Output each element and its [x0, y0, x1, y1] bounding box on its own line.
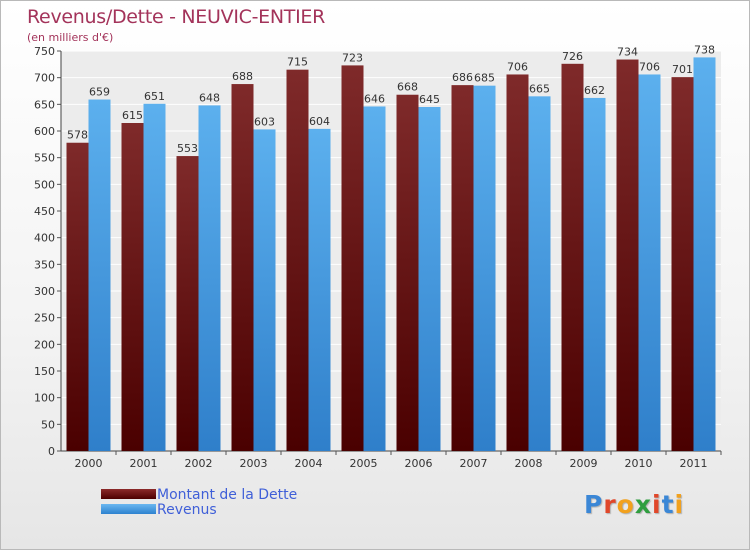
x-tick-label: 2011 — [680, 457, 708, 470]
bar-dette — [561, 63, 584, 452]
y-tick-label: 600 — [34, 125, 55, 138]
value-label-revenus: 706 — [639, 60, 660, 73]
logo-letter: x — [634, 490, 652, 519]
x-tick-label: 2008 — [515, 457, 543, 470]
y-tick-label: 450 — [34, 205, 55, 218]
value-label-dette: 615 — [122, 109, 143, 122]
bar-dette — [396, 94, 419, 451]
legend-label-revenus: Revenus — [157, 502, 217, 518]
x-tick-label: 2004 — [295, 457, 323, 470]
bar-dette — [506, 74, 529, 451]
proxiti-logo: Proxiti — [584, 490, 684, 519]
bar-dette — [451, 85, 474, 451]
bar-dette — [341, 65, 364, 452]
y-tick-label: 50 — [41, 418, 55, 431]
y-tick-label: 750 — [34, 45, 55, 58]
y-tick-label: 150 — [34, 365, 55, 378]
y-tick-label: 400 — [34, 232, 55, 245]
value-label-dette: 734 — [617, 46, 638, 59]
y-tick-label: 100 — [34, 392, 55, 405]
legend-label-dette: Montant de la Dette — [157, 487, 298, 503]
x-tick-label: 2002 — [185, 457, 213, 470]
value-label-revenus: 685 — [474, 72, 495, 85]
bar-dette — [66, 142, 89, 451]
value-label-revenus: 603 — [254, 115, 275, 128]
bar-revenus — [198, 105, 221, 452]
bar-dette — [176, 156, 199, 452]
bar-revenus — [308, 128, 331, 451]
y-tick-label: 700 — [34, 72, 55, 85]
value-label-dette: 578 — [67, 129, 88, 142]
value-label-revenus: 648 — [199, 91, 220, 104]
logo-letter: o — [616, 490, 635, 519]
y-tick-label: 350 — [34, 258, 55, 271]
value-label-dette: 701 — [672, 63, 693, 76]
bar-dette — [286, 69, 309, 452]
value-label-dette: 723 — [342, 51, 363, 64]
chart-subtitle: (en milliers d'€) — [27, 31, 114, 44]
plot-area — [61, 51, 721, 451]
bar-dette — [616, 59, 639, 452]
value-label-dette: 726 — [562, 50, 583, 63]
logo-letter: r — [603, 490, 617, 519]
bar-revenus — [363, 106, 386, 451]
x-tick-label: 2007 — [460, 457, 488, 470]
x-tick-label: 2000 — [75, 457, 103, 470]
logo-letter: t — [661, 490, 675, 519]
bar-revenus — [638, 74, 661, 451]
value-label-dette: 553 — [177, 142, 198, 155]
logo-letter: i — [674, 490, 685, 519]
legend-swatch-revenus — [101, 504, 156, 514]
value-label-revenus: 651 — [144, 90, 165, 103]
bar-revenus — [693, 57, 716, 452]
value-label-dette: 715 — [287, 56, 308, 69]
bar-dette — [121, 123, 144, 451]
y-tick-label: 0 — [48, 445, 55, 458]
value-label-revenus: 738 — [694, 43, 715, 56]
bar-dette — [231, 84, 254, 452]
chart-title: Revenus/Dette - NEUVIC-ENTIER — [27, 6, 325, 28]
bar-revenus — [418, 107, 441, 451]
x-tick-label: 2010 — [625, 457, 653, 470]
bar-revenus — [473, 85, 496, 452]
value-label-revenus: 659 — [89, 86, 110, 99]
y-tick-label: 550 — [34, 152, 55, 165]
y-tick-label: 500 — [34, 178, 55, 191]
legend-swatch-dette — [101, 489, 156, 499]
value-label-revenus: 646 — [364, 92, 385, 105]
x-tick-label: 2003 — [240, 457, 268, 470]
value-label-dette: 706 — [507, 60, 528, 73]
value-label-dette: 668 — [397, 81, 418, 94]
value-label-revenus: 645 — [419, 93, 440, 106]
bar-revenus — [88, 99, 111, 452]
value-label-revenus: 662 — [584, 84, 605, 97]
logo-letter: i — [652, 490, 662, 519]
y-tick-label: 250 — [34, 312, 55, 325]
y-tick-label: 650 — [34, 98, 55, 111]
bar-revenus — [253, 129, 276, 451]
bar-dette — [671, 77, 694, 451]
bar-revenus — [583, 97, 606, 451]
x-tick-label: 2009 — [570, 457, 598, 470]
value-label-dette: 686 — [452, 71, 473, 84]
bar-revenus — [143, 103, 166, 452]
y-tick-label: 200 — [34, 338, 55, 351]
bar-revenus — [528, 96, 551, 451]
y-tick-label: 300 — [34, 285, 55, 298]
x-tick-label: 2006 — [405, 457, 433, 470]
logo-letter: P — [584, 490, 604, 519]
x-tick-label: 2005 — [350, 457, 378, 470]
value-label-dette: 688 — [232, 70, 253, 83]
x-tick-label: 2001 — [130, 457, 158, 470]
value-label-revenus: 604 — [309, 115, 330, 128]
value-label-revenus: 665 — [529, 82, 550, 95]
